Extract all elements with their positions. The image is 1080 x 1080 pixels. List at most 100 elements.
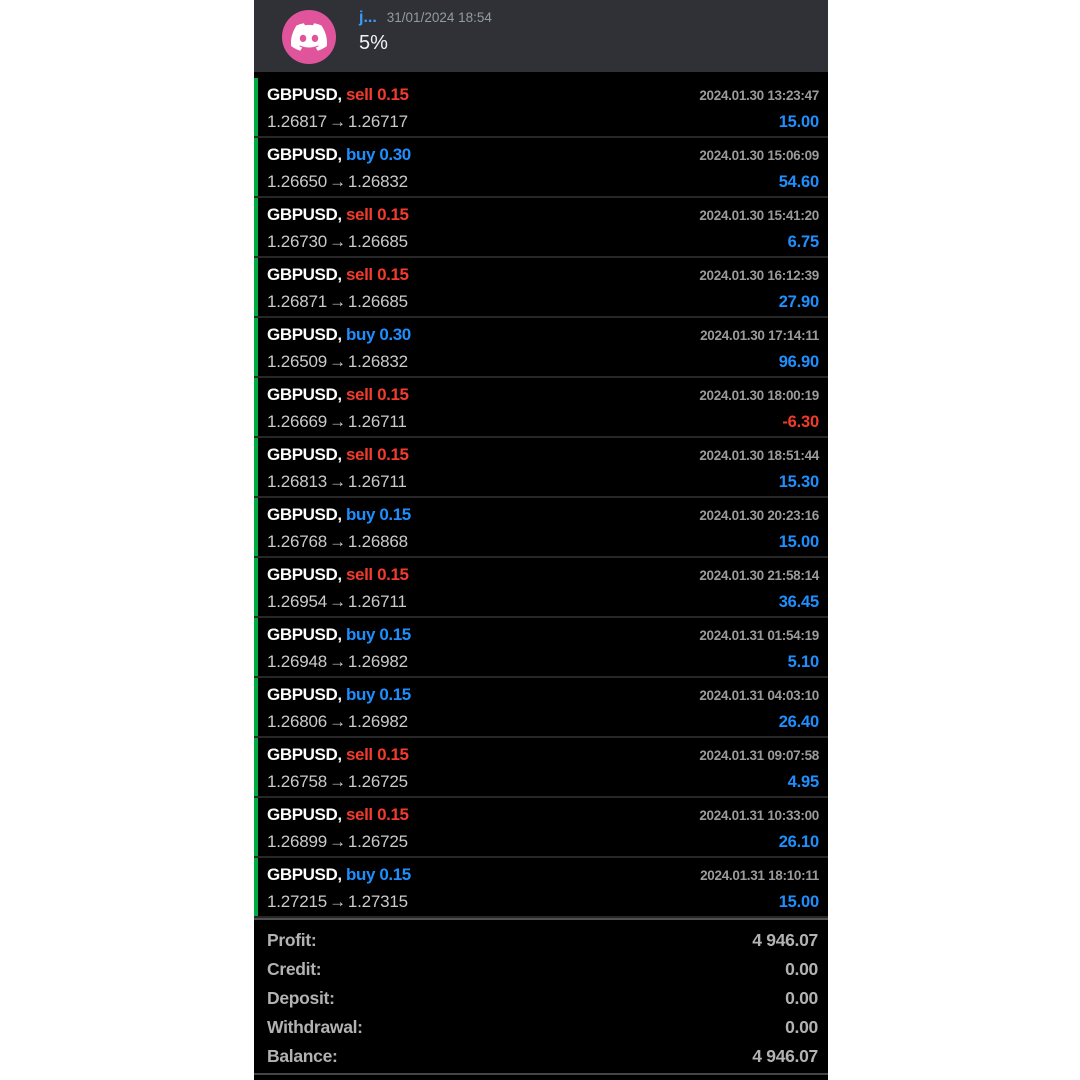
close-price: 1.26725 (347, 772, 408, 791)
close-price: 1.26868 (347, 532, 408, 551)
discord-avatar[interactable] (282, 10, 336, 64)
arrow-icon: → (329, 832, 346, 851)
row-accent-bar (254, 378, 258, 436)
trade-row[interactable]: GBPUSD, buy 0.15 2024.01.31 01:54:19 1.2… (254, 618, 828, 678)
trade-datetime: 2024.01.31 18:10:11 (700, 868, 819, 883)
trade-profit: 15.00 (778, 893, 819, 911)
account-summary: Profit: 4 946.07 Credit: 0.00 Deposit: 0.00 Wi… (254, 918, 828, 1075)
trade-side-volume: buy 0.15 (345, 505, 411, 524)
trade-row[interactable]: GBPUSD, sell 0.15 2024.01.30 21:58:14 1.… (254, 558, 828, 618)
close-price: 1.26982 (347, 652, 408, 671)
open-price: 1.26509 (267, 352, 328, 371)
summary-label: Profit: (267, 930, 317, 950)
trade-row[interactable]: GBPUSD, buy 0.30 2024.01.30 17:14:11 1.2… (254, 318, 828, 378)
summary-row: Withdrawal: 0.00 (254, 1013, 828, 1042)
row-accent-bar (254, 258, 258, 316)
summary-row: Deposit: 0.00 (254, 984, 828, 1013)
trade-side-volume: buy 0.15 (345, 685, 411, 704)
trade-datetime: 2024.01.30 18:00:19 (699, 388, 819, 403)
trade-profit: 6.75 (787, 233, 820, 251)
trade-side-volume: sell 0.15 (345, 565, 409, 584)
summary-value: 0.00 (785, 959, 818, 979)
trade-side-volume: sell 0.15 (345, 445, 409, 464)
open-price: 1.26768 (267, 532, 328, 551)
trade-datetime: 2024.01.30 18:51:44 (699, 448, 819, 463)
summary-value: 0.00 (785, 988, 818, 1008)
trade-side-volume: buy 0.15 (345, 625, 411, 644)
discord-message-header: j... 31/01/2024 18:54 5% (254, 0, 828, 72)
bull-logo-icon (0, 846, 142, 1040)
trade-row[interactable]: GBPUSD, sell 0.15 2024.01.30 18:51:44 1.… (254, 438, 828, 498)
summary-rows: Profit: 4 946.07 Credit: 0.00 Deposit: 0.00 Wi… (254, 926, 828, 1071)
trade-prices: 1.26730 → 1.26685 (267, 232, 408, 252)
trade-prices: 1.26806 → 1.26982 (267, 712, 408, 732)
trade-symbol: GBPUSD, buy 0.15 (267, 685, 411, 704)
trade-prices: 1.26954 → 1.26711 (267, 592, 407, 612)
trade-datetime: 2024.01.31 10:33:00 (699, 808, 819, 823)
bull-logo-icon (960, 28, 1080, 222)
trade-symbol: GBPUSD, sell 0.15 (267, 805, 409, 824)
trade-side-volume: sell 0.15 (345, 745, 409, 764)
trade-symbol: GBPUSD, sell 0.15 (267, 205, 409, 224)
trade-row[interactable]: GBPUSD, sell 0.15 2024.01.30 18:00:19 1.… (254, 378, 828, 438)
trade-datetime: 2024.01.31 04:03:10 (699, 688, 819, 703)
arrow-icon: → (329, 652, 346, 671)
row-accent-bar (254, 438, 258, 496)
arrow-icon: → (329, 532, 346, 551)
trade-datetime: 2024.01.30 15:06:09 (699, 148, 819, 163)
trade-side-volume: buy 0.30 (345, 145, 411, 164)
trade-side-volume: sell 0.15 (345, 385, 409, 404)
trade-row[interactable]: GBPUSD, sell 0.15 2024.01.31 10:33:00 1.… (254, 798, 828, 858)
trade-row[interactable]: GBPUSD, sell 0.15 2024.01.30 16:12:39 1.… (254, 258, 828, 318)
row-accent-bar (254, 738, 258, 796)
trade-prices: 1.26650 → 1.26832 (267, 172, 408, 192)
close-price: 1.26725 (347, 832, 408, 851)
trade-symbol: GBPUSD, buy 0.15 (267, 865, 411, 884)
arrow-icon: → (329, 292, 346, 311)
trade-profit: -6.30 (782, 413, 819, 431)
arrow-icon: → (329, 712, 346, 731)
trade-prices: 1.26758 → 1.26725 (267, 772, 408, 792)
summary-row: Profit: 4 946.07 (254, 926, 828, 955)
trade-history-list: GBPUSD, sell 0.15 2024.01.30 13:23:47 1.… (254, 78, 828, 918)
arrow-icon: → (329, 472, 346, 491)
row-accent-bar (254, 678, 258, 736)
trade-side-volume: sell 0.15 (345, 205, 409, 224)
arrow-icon: → (329, 772, 346, 791)
trade-prices: 1.26817 → 1.26717 (267, 112, 408, 132)
trade-side-volume: buy 0.30 (345, 325, 411, 344)
row-accent-bar (254, 498, 258, 556)
open-price: 1.26954 (267, 592, 328, 611)
trade-prices: 1.26871 → 1.26685 (267, 292, 408, 312)
bull-logo-icon (960, 846, 1080, 1040)
trade-symbol: GBPUSD, buy 0.30 (267, 325, 411, 344)
trade-symbol: GBPUSD, sell 0.15 (267, 565, 409, 584)
open-price: 1.26813 (267, 472, 328, 491)
trade-profit: 96.90 (778, 353, 819, 371)
summary-row: Balance: 4 946.07 (254, 1042, 828, 1071)
trade-datetime: 2024.01.30 13:23:47 (699, 88, 819, 103)
trade-side-volume: buy 0.15 (345, 865, 411, 884)
summary-value: 4 946.07 (752, 1046, 818, 1066)
row-accent-bar (254, 138, 258, 196)
trade-row[interactable]: GBPUSD, sell 0.15 2024.01.31 09:07:58 1.… (254, 738, 828, 798)
trade-row[interactable]: GBPUSD, buy 0.15 2024.01.30 20:23:16 1.2… (254, 498, 828, 558)
trade-symbol: GBPUSD, sell 0.15 (267, 745, 409, 764)
arrow-icon: → (329, 112, 346, 131)
open-price: 1.26650 (267, 172, 328, 191)
trade-row[interactable]: GBPUSD, sell 0.15 2024.01.30 13:23:47 1.… (254, 78, 828, 138)
trade-profit: 36.45 (778, 593, 819, 611)
row-accent-bar (254, 858, 258, 916)
trade-row[interactable]: GBPUSD, buy 0.30 2024.01.30 15:06:09 1.2… (254, 138, 828, 198)
discord-username[interactable]: j... (359, 9, 377, 26)
trade-row[interactable]: GBPUSD, buy 0.15 2024.01.31 18:10:11 1.2… (254, 858, 828, 918)
open-price: 1.26758 (267, 772, 328, 791)
trade-prices: 1.26669 → 1.26711 (267, 412, 407, 432)
trade-side-volume: sell 0.15 (345, 265, 409, 284)
open-price: 1.26899 (267, 832, 328, 851)
summary-label: Withdrawal: (267, 1017, 363, 1037)
summary-value: 4 946.07 (752, 930, 818, 950)
trade-row[interactable]: GBPUSD, buy 0.15 2024.01.31 04:03:10 1.2… (254, 678, 828, 738)
trade-row[interactable]: GBPUSD, sell 0.15 2024.01.30 15:41:20 1.… (254, 198, 828, 258)
trade-symbol: GBPUSD, sell 0.15 (267, 265, 409, 284)
